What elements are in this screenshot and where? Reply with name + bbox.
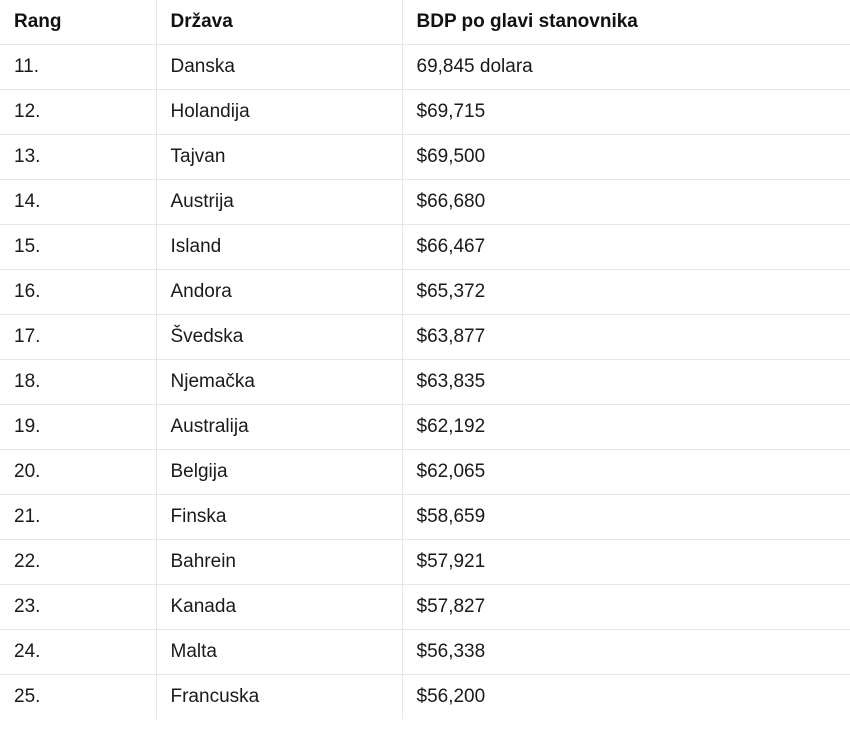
country-cell: Finska (155, 494, 402, 540)
table-row: 21. Finska $58,659 (0, 494, 850, 540)
gdp-cell: $62,192 (401, 404, 850, 450)
rank-cell: 16. (0, 269, 156, 315)
gdp-cell: $69,715 (401, 89, 850, 135)
table-row: 15. Island $66,467 (0, 224, 850, 270)
table-row: 11. Danska 69,845 dolara (0, 44, 850, 90)
country-cell: Island (155, 224, 402, 270)
rank-cell: 22. (0, 539, 156, 585)
country-cell: Malta (155, 629, 402, 675)
rank-cell: 15. (0, 224, 156, 270)
rank-cell: 21. (0, 494, 156, 540)
rank-cell: 18. (0, 359, 156, 405)
gdp-cell: $57,921 (401, 539, 850, 585)
country-cell: Holandija (155, 89, 402, 135)
table-row: 18. Njemačka $63,835 (0, 359, 850, 405)
rank-cell: 14. (0, 179, 156, 225)
table-row: 17. Švedska $63,877 (0, 314, 850, 360)
country-cell: Austrija (155, 179, 402, 225)
table-header-row: Rang Država BDP po glavi stanovnika (0, 0, 850, 45)
gdp-cell: 69,845 dolara (401, 44, 850, 90)
gdp-cell: $66,680 (401, 179, 850, 225)
gdp-cell: $57,827 (401, 584, 850, 630)
table-row: 23. Kanada $57,827 (0, 584, 850, 630)
gdp-cell: $56,338 (401, 629, 850, 675)
rank-cell: 11. (0, 44, 156, 90)
country-cell: Belgija (155, 449, 402, 495)
country-cell: Tajvan (155, 134, 402, 180)
table-row: 24. Malta $56,338 (0, 629, 850, 675)
rank-cell: 20. (0, 449, 156, 495)
rank-cell: 12. (0, 89, 156, 135)
table-row: 12. Holandija $69,715 (0, 89, 850, 135)
gdp-cell: $66,467 (401, 224, 850, 270)
gdp-cell: $63,835 (401, 359, 850, 405)
country-cell: Kanada (155, 584, 402, 630)
gdp-cell: $62,065 (401, 449, 850, 495)
column-header-gdp: BDP po glavi stanovnika (401, 0, 850, 45)
rank-cell: 17. (0, 314, 156, 360)
gdp-cell: $69,500 (401, 134, 850, 180)
gdp-cell: $65,372 (401, 269, 850, 315)
table-row: 19. Australija $62,192 (0, 404, 850, 450)
country-cell: Njemačka (155, 359, 402, 405)
gdp-cell: $63,877 (401, 314, 850, 360)
table-row: 14. Austrija $66,680 (0, 179, 850, 225)
country-cell: Švedska (155, 314, 402, 360)
table-row: 16. Andora $65,372 (0, 269, 850, 315)
column-header-rank: Rang (0, 0, 156, 45)
country-cell: Francuska (155, 674, 402, 719)
rank-cell: 13. (0, 134, 156, 180)
country-cell: Danska (155, 44, 402, 90)
table-row: 13. Tajvan $69,500 (0, 134, 850, 180)
table-row: 25. Francuska $56,200 (0, 674, 850, 719)
country-cell: Andora (155, 269, 402, 315)
rank-cell: 25. (14, 685, 41, 707)
table-row: 22. Bahrein $57,921 (0, 539, 850, 585)
country-cell: Australija (155, 404, 402, 450)
table-row: 20. Belgija $62,065 (0, 449, 850, 495)
gdp-cell: $58,659 (401, 494, 850, 540)
rank-cell: 19. (0, 404, 156, 450)
rank-cell: 23. (0, 584, 156, 630)
rank-cell: 24. (0, 629, 156, 675)
country-cell: Bahrein (155, 539, 402, 585)
table-body: 11. Danska 69,845 dolara 12. Holandija $69,71… (0, 44, 850, 719)
gdp-cell: $56,200 (401, 674, 850, 719)
column-header-country: Država (155, 0, 402, 45)
